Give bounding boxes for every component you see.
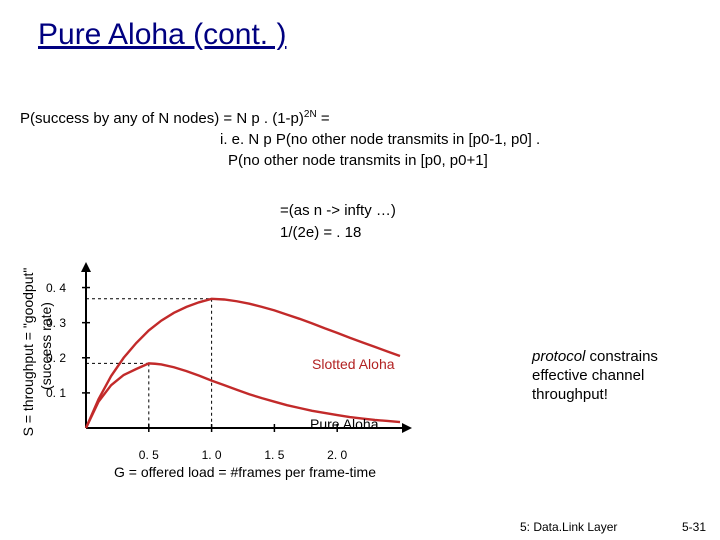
- callout-line2: effective channel: [532, 367, 644, 384]
- math-line1-post: (1-p): [268, 110, 304, 127]
- result-line1: =(as n -> infty …): [280, 200, 396, 222]
- callout-word1: protocol: [532, 348, 585, 365]
- probability-derivation: P(success by any of N nodes) = N p . (1-…: [20, 108, 540, 171]
- x-tick-label: 1. 0: [202, 448, 222, 462]
- math-line3: P(no other node transmits in [p0, p0+1]: [20, 150, 540, 171]
- x-axis-label: G = offered load = #frames per frame-tim…: [114, 464, 376, 480]
- slide-title: Pure Aloha (cont. ): [38, 18, 720, 52]
- result-block: =(as n -> infty …) 1/(2e) = . 18: [280, 200, 396, 244]
- y-tick-label: 0. 1: [46, 386, 66, 400]
- y-tick-label: 0. 2: [46, 351, 66, 365]
- footer-chapter: 5: Data.Link Layer: [520, 520, 617, 534]
- slotted-aloha-label: Slotted Aloha: [312, 356, 395, 372]
- callout-line3: throughput!: [532, 386, 608, 403]
- plot-area: [74, 262, 414, 442]
- math-line2: i. e. N p P(no other node transmits in […: [20, 129, 540, 150]
- throughput-chart: S = throughput = "goodput" (success rate…: [14, 256, 434, 494]
- x-tick-label: 2. 0: [327, 448, 347, 462]
- x-tick-label: 0. 5: [139, 448, 159, 462]
- pure-aloha-label: Pure Aloha: [310, 416, 379, 432]
- plot-svg: [74, 262, 414, 442]
- footer-page: 5-31: [682, 520, 706, 534]
- y-axis-label-a: S = throughput = "goodput": [20, 252, 36, 452]
- math-line1-exp: 2N: [304, 109, 317, 120]
- y-tick-label: 0. 3: [46, 316, 66, 330]
- result-line2: 1/(2e) = . 18: [280, 222, 396, 244]
- math-line1-pre: P(success by any of N nodes) = N p: [20, 110, 264, 127]
- callout-rest1: constrains: [585, 348, 658, 365]
- x-tick-label: 1. 5: [264, 448, 284, 462]
- callout-text: protocol constrains effective channel th…: [532, 348, 702, 404]
- y-tick-label: 0. 4: [46, 281, 66, 295]
- math-line1-eq: =: [317, 110, 330, 127]
